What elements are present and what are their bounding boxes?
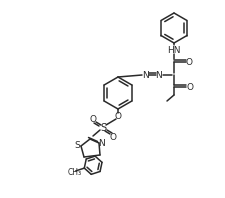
- Text: S: S: [99, 123, 106, 133]
- Text: O: O: [114, 111, 121, 121]
- Text: N: N: [142, 70, 149, 80]
- Text: O: O: [186, 83, 193, 91]
- Text: O: O: [89, 114, 96, 124]
- Text: O: O: [109, 132, 116, 142]
- Text: CH₃: CH₃: [67, 168, 81, 177]
- Text: S: S: [74, 141, 79, 149]
- Text: N: N: [98, 140, 105, 148]
- Text: O: O: [185, 57, 192, 67]
- Text: N: N: [155, 70, 162, 80]
- Text: HN: HN: [166, 46, 180, 54]
